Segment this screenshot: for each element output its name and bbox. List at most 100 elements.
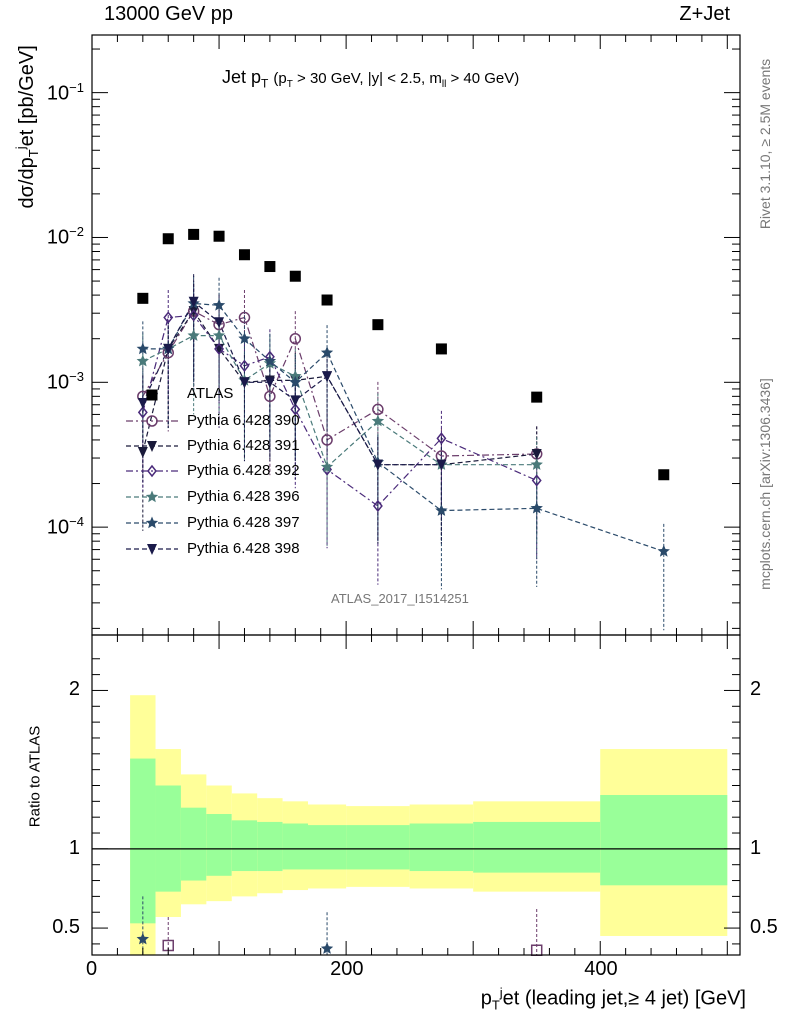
legend-marker-3 — [147, 464, 157, 478]
data-point-4-2 — [187, 329, 200, 341]
legend-marker-1 — [146, 415, 158, 427]
cuts-text: (p — [273, 70, 287, 87]
legend-marker-2 — [147, 441, 157, 452]
main-series-points — [136, 228, 670, 557]
cuts-sub: T — [286, 79, 293, 90]
data-point-6-4 — [239, 377, 250, 389]
ratio-uncertainty-bands — [92, 695, 740, 955]
ratio-green-band-7 — [308, 825, 347, 870]
plot-title-sub: T — [261, 76, 269, 91]
plot-title: Jet pT (pT > 30 GeV, |y| < 2.5, mll > 40… — [222, 67, 519, 91]
ratio-point-2 — [320, 942, 334, 954]
data-point-5-9 — [435, 504, 448, 516]
y-tick-exponent-1: −3 — [69, 369, 84, 385]
x-tick-label-400: 400 — [584, 958, 618, 980]
data-point-0-8 — [372, 319, 384, 331]
data-point-0-2 — [188, 228, 200, 240]
legend-marker-4 — [145, 490, 159, 503]
data-point-2-10 — [531, 448, 542, 460]
y-tick-label-0: 10−4 — [46, 514, 84, 539]
x-tick-label-0: 0 — [86, 958, 98, 980]
cuts-sub2: ll — [441, 79, 447, 90]
legend-entry-392: Pythia 6.428 392 — [187, 462, 300, 479]
data-point-0-4 — [238, 249, 250, 261]
ratio-panel-frame — [91, 634, 741, 956]
data-point-1-5 — [264, 390, 276, 403]
data-point-4-10 — [530, 458, 543, 470]
data-point-0-11 — [658, 469, 670, 481]
data-point-5-4 — [238, 332, 251, 344]
legend-entry-atlas: ATLAS — [187, 385, 234, 402]
y-label-sub: T — [25, 149, 41, 158]
x-tick-label-200: 200 — [330, 958, 364, 980]
ratio-green-band-5 — [257, 821, 283, 872]
data-point-6-1 — [163, 343, 174, 355]
data-point-5-10 — [530, 501, 543, 514]
data-point-3-6 — [290, 403, 301, 416]
data-point-4-0 — [136, 354, 149, 367]
plot-title-cuts: (pT > 30 GeV, |y| < 2.5, mll > 40 GeV) — [273, 70, 520, 90]
data-point-6-2 — [188, 296, 199, 308]
legend-entry-397: Pythia 6.428 397 — [187, 514, 300, 531]
data-point-6-6 — [290, 395, 301, 407]
ratio-points — [136, 896, 543, 956]
ratio-green-band-4 — [231, 820, 258, 872]
r-tick-label-left-1: 1 — [68, 836, 80, 859]
analysis-tag: ATLAS_2017_I1514251 — [331, 591, 469, 606]
data-point-5-5 — [263, 354, 277, 367]
y-tick-label-1: 10−3 — [46, 369, 84, 394]
data-point-2-0 — [137, 447, 148, 459]
data-point-6-5 — [264, 377, 275, 389]
x-label-sub: T — [491, 997, 500, 1013]
data-point-1-6 — [289, 332, 302, 345]
mcplots-label: mcplots.cern.ch [arXiv:1306.3436] — [757, 378, 773, 590]
ratio-green-band-11 — [600, 795, 728, 886]
x-label-text: p — [480, 987, 492, 1010]
y-tick-label-3: 10−1 — [46, 79, 84, 105]
y-tick-exponent-0: −4 — [69, 514, 84, 530]
x-label-sup: j — [499, 985, 503, 1000]
series-line-6 — [142, 300, 442, 466]
ratio-green-band-1 — [155, 785, 181, 892]
cuts-end: > 40 GeV) — [446, 70, 520, 87]
legend-marker-5 — [145, 516, 159, 529]
data-point-0-1 — [162, 233, 174, 245]
data-point-5-7 — [320, 346, 334, 358]
r-tick-label-right-2: 2 — [750, 678, 762, 701]
ratio-green-band-3 — [206, 814, 232, 876]
r-tick-label-right-1: 1 — [750, 836, 762, 859]
data-point-1-4 — [238, 311, 251, 324]
data-point-0-0 — [137, 292, 149, 304]
ratio-green-band-8 — [346, 825, 410, 870]
legend-marker-6 — [147, 544, 157, 555]
data-point-1-8 — [372, 403, 384, 416]
data-point-2-2 — [188, 306, 199, 318]
y-label-text: dσ/dp — [15, 157, 38, 209]
legend-markers — [126, 389, 178, 555]
r-tick-label-left-0.5: 0.5 — [52, 916, 80, 939]
data-point-3-10 — [531, 474, 542, 487]
ratio-green-band-2 — [180, 807, 207, 881]
y-tick-label-2: 10−2 — [46, 224, 84, 250]
header-energy-label: 13000 GeV pp — [104, 3, 233, 25]
data-point-5-3 — [212, 298, 226, 311]
y-tick-exponent-2: −2 — [69, 224, 84, 240]
data-point-4-7 — [320, 460, 334, 473]
y-tick-exponent-3: −1 — [69, 79, 84, 95]
axis-ticks — [91, 35, 740, 955]
legend-marker-0 — [146, 389, 158, 401]
header-process-label: Z+Jet — [679, 3, 730, 25]
data-point-3-9 — [436, 432, 447, 445]
data-point-3-0 — [137, 406, 148, 419]
x-axis-label: pTjet (leading jet,≥ 4 jet) [GeV] — [481, 985, 746, 1013]
data-point-3-2 — [188, 309, 199, 322]
cuts-rest: > 30 GeV, |y| < 2.5, m — [292, 70, 442, 87]
data-point-5-6 — [289, 375, 302, 388]
data-point-6-0 — [137, 397, 148, 409]
data-point-0-5 — [264, 261, 276, 273]
ratio-green-band-0 — [130, 758, 156, 924]
plot-frames — [91, 34, 741, 956]
r-tick-label-left-2: 2 — [68, 678, 80, 701]
data-point-4-6 — [289, 369, 302, 382]
